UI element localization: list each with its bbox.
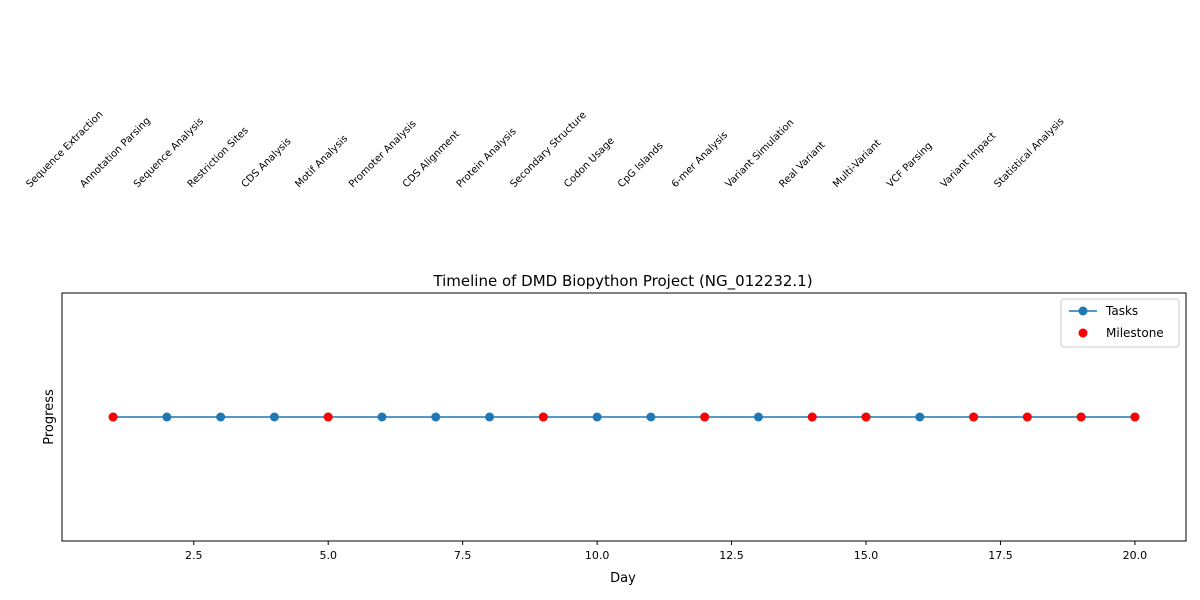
task-annotation: Motif Analysis <box>293 133 350 190</box>
x-tick-label: 5.0 <box>319 549 337 562</box>
x-axis-label: Day <box>610 571 636 586</box>
milestone-point <box>700 412 710 422</box>
task-annotation: Multi-Variant <box>831 138 883 190</box>
task-annotation: CpG Islands <box>616 140 666 190</box>
task-point <box>485 412 495 422</box>
x-tick-label: 15.0 <box>854 549 879 562</box>
chart-title: Timeline of DMD Biopython Project (NG_01… <box>432 272 812 291</box>
task-point <box>431 412 441 422</box>
task-point <box>377 412 387 422</box>
task-point <box>915 412 925 422</box>
y-axis-label: Progress <box>42 389 57 445</box>
legend: Tasks Milestone <box>1060 298 1180 348</box>
task-annotation: Real Variant <box>777 140 827 190</box>
x-axis-ticks: 2.5 5.0 7.5 10.0 12.5 15.0 17.5 20.0 <box>185 541 1147 562</box>
x-tick-label: 17.5 <box>988 549 1013 562</box>
x-tick-label: 7.5 <box>454 549 472 562</box>
milestone-point <box>861 412 871 422</box>
milestone-point <box>807 412 817 422</box>
milestone-point <box>1130 412 1140 422</box>
task-point <box>646 412 656 422</box>
task-annotation: 6-mer Analysis <box>670 130 730 190</box>
x-tick-label: 10.0 <box>585 549 610 562</box>
plot-area-frame <box>61 292 1187 542</box>
legend-tasks-marker <box>1078 306 1088 316</box>
task-annotation: Variant Impact <box>939 131 999 191</box>
data-series <box>108 412 1140 422</box>
task-point <box>753 412 763 422</box>
task-point <box>216 412 226 422</box>
task-point <box>162 412 172 422</box>
task-point <box>269 412 279 422</box>
legend-milestone-marker <box>1078 328 1088 338</box>
task-annotation: CDS Alignment <box>401 129 462 190</box>
x-tick-label: 12.5 <box>719 549 744 562</box>
legend-milestone-label: Milestone <box>1106 326 1164 340</box>
task-annotation: VCF Parsing <box>885 140 935 190</box>
task-point <box>592 412 602 422</box>
task-annotation: Codon Usage <box>562 135 617 190</box>
task-annotation: CDS Analysis <box>240 136 294 190</box>
milestone-point <box>969 412 979 422</box>
task-annotation: Statistical Analysis <box>992 116 1066 190</box>
milestone-point <box>1076 412 1086 422</box>
milestone-point <box>1022 412 1032 422</box>
milestone-point <box>538 412 548 422</box>
x-tick-label: 20.0 <box>1123 549 1148 562</box>
x-tick-label: 2.5 <box>185 549 203 562</box>
legend-tasks-label: Tasks <box>1105 304 1138 318</box>
milestone-point <box>323 412 333 422</box>
milestone-point <box>108 412 118 422</box>
